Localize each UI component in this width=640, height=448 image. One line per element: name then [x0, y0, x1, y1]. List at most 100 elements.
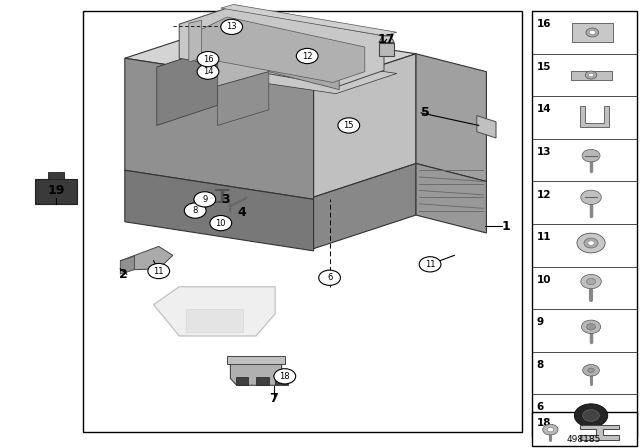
Polygon shape: [571, 71, 612, 81]
Circle shape: [586, 28, 598, 37]
Polygon shape: [218, 72, 269, 125]
Circle shape: [210, 215, 232, 231]
Text: 1: 1: [501, 220, 510, 233]
Circle shape: [589, 73, 593, 77]
Text: 6: 6: [327, 273, 332, 282]
Text: 13: 13: [536, 147, 551, 157]
Circle shape: [338, 118, 360, 133]
Polygon shape: [580, 107, 609, 127]
Polygon shape: [275, 377, 288, 385]
Polygon shape: [379, 43, 394, 56]
Circle shape: [419, 257, 441, 272]
Polygon shape: [154, 287, 275, 336]
Text: 498185: 498185: [566, 435, 601, 444]
Circle shape: [588, 241, 595, 246]
Text: 18: 18: [280, 372, 290, 381]
Polygon shape: [314, 164, 416, 249]
Polygon shape: [125, 25, 416, 87]
Polygon shape: [416, 164, 486, 233]
Text: 15: 15: [344, 121, 354, 130]
Polygon shape: [416, 54, 486, 181]
FancyBboxPatch shape: [532, 11, 637, 437]
FancyBboxPatch shape: [83, 11, 522, 432]
Text: 10: 10: [536, 275, 551, 284]
Text: 5: 5: [421, 106, 430, 120]
Polygon shape: [256, 377, 269, 385]
Circle shape: [197, 64, 219, 79]
Circle shape: [581, 190, 602, 204]
Text: 14: 14: [536, 104, 551, 114]
Circle shape: [148, 263, 170, 279]
Text: 9: 9: [202, 195, 207, 204]
Polygon shape: [314, 54, 416, 197]
Circle shape: [296, 48, 318, 64]
Text: 15: 15: [536, 62, 551, 72]
Polygon shape: [186, 309, 243, 332]
Polygon shape: [195, 17, 365, 82]
Text: 3: 3: [221, 193, 230, 206]
Polygon shape: [572, 23, 614, 43]
Text: 19: 19: [47, 184, 65, 197]
Polygon shape: [48, 172, 64, 179]
Text: 11: 11: [425, 260, 435, 269]
Polygon shape: [379, 36, 394, 43]
Circle shape: [584, 238, 598, 248]
Polygon shape: [120, 256, 134, 274]
Polygon shape: [236, 377, 248, 385]
Polygon shape: [120, 246, 173, 270]
Text: 6: 6: [536, 402, 543, 412]
Polygon shape: [179, 8, 384, 86]
Circle shape: [184, 203, 206, 218]
Text: 18: 18: [536, 418, 551, 428]
Circle shape: [581, 320, 600, 333]
Circle shape: [582, 365, 600, 376]
Text: 7: 7: [269, 392, 278, 405]
Circle shape: [547, 427, 554, 432]
Text: 14: 14: [203, 67, 213, 76]
Circle shape: [575, 404, 608, 427]
Text: 8: 8: [536, 360, 543, 370]
Text: 16: 16: [203, 55, 213, 64]
Polygon shape: [230, 364, 282, 385]
FancyBboxPatch shape: [532, 412, 637, 446]
Polygon shape: [221, 4, 397, 36]
Polygon shape: [157, 47, 218, 125]
Polygon shape: [125, 170, 314, 251]
Circle shape: [589, 30, 595, 35]
Text: 11: 11: [154, 267, 164, 276]
Text: 10: 10: [216, 219, 226, 228]
Text: 8: 8: [193, 206, 198, 215]
Circle shape: [581, 274, 602, 289]
Polygon shape: [218, 31, 269, 86]
Polygon shape: [477, 116, 496, 138]
Circle shape: [585, 71, 596, 79]
Text: 12: 12: [302, 52, 312, 60]
Polygon shape: [125, 58, 314, 199]
Polygon shape: [227, 356, 285, 364]
Circle shape: [543, 424, 558, 435]
Text: 12: 12: [536, 190, 551, 199]
Polygon shape: [35, 179, 77, 204]
Circle shape: [582, 150, 600, 162]
Polygon shape: [269, 31, 339, 90]
Circle shape: [319, 270, 340, 285]
Circle shape: [194, 192, 216, 207]
Text: 2: 2: [118, 267, 127, 281]
Circle shape: [586, 323, 595, 330]
Polygon shape: [580, 425, 619, 440]
Polygon shape: [189, 20, 202, 62]
Text: 11: 11: [536, 232, 551, 242]
Text: 9: 9: [536, 317, 543, 327]
Polygon shape: [157, 47, 397, 94]
Circle shape: [274, 369, 296, 384]
Circle shape: [586, 278, 595, 285]
Text: 13: 13: [227, 22, 237, 31]
Circle shape: [582, 409, 600, 421]
Circle shape: [577, 233, 605, 253]
Circle shape: [197, 52, 219, 67]
Text: 16: 16: [536, 19, 551, 29]
Text: 17: 17: [378, 33, 396, 46]
Text: 4: 4: [237, 206, 246, 220]
Circle shape: [588, 368, 595, 373]
Circle shape: [221, 19, 243, 34]
